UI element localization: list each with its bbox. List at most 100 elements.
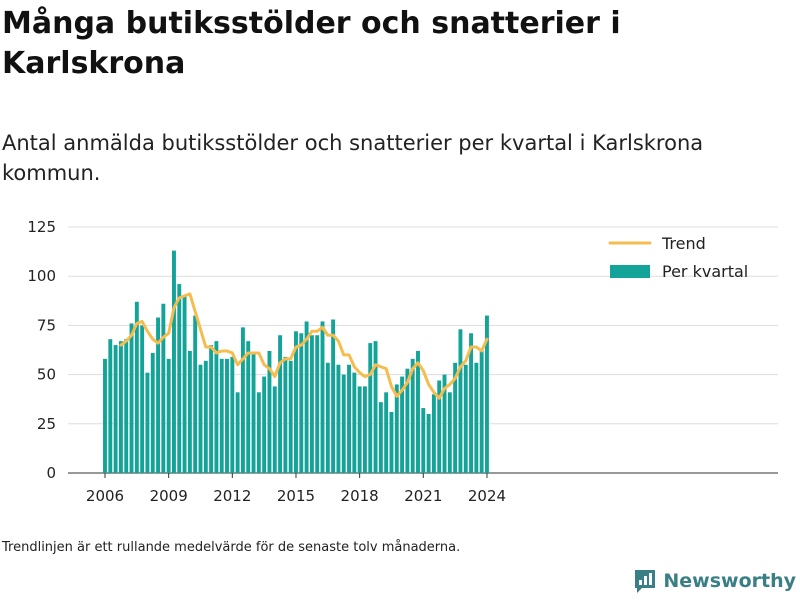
x-tick-label: 2021 xyxy=(404,487,442,505)
bar xyxy=(124,339,129,473)
bar xyxy=(304,321,309,473)
bar xyxy=(357,386,362,473)
brand-name: Newsworthy xyxy=(663,570,796,592)
bar xyxy=(315,335,320,473)
bar xyxy=(325,362,330,473)
bar xyxy=(262,376,267,473)
bar xyxy=(352,372,357,473)
trend-line xyxy=(119,292,489,400)
bar xyxy=(431,394,436,473)
bar xyxy=(336,364,341,473)
bar xyxy=(129,323,134,473)
bar xyxy=(256,392,261,473)
bar xyxy=(278,335,283,473)
bar xyxy=(447,392,452,473)
bar xyxy=(453,362,458,473)
bar xyxy=(161,303,166,473)
bar xyxy=(118,341,123,473)
bar xyxy=(156,317,160,473)
bar xyxy=(272,386,277,473)
bar xyxy=(182,295,187,473)
bar xyxy=(437,380,442,473)
bar xyxy=(240,327,245,473)
bar xyxy=(251,352,256,473)
y-axis: 0 25 50 75 100 125 xyxy=(27,218,56,482)
chart-title: Många butiksstölder och snatterier i Kar… xyxy=(2,6,621,81)
bar xyxy=(463,364,468,473)
bar xyxy=(214,341,219,473)
bar xyxy=(347,364,351,473)
legend-bar-label: Per kvartal xyxy=(662,262,748,281)
bar xyxy=(389,411,394,473)
x-tick-label: 2024 xyxy=(468,487,506,505)
bar xyxy=(203,360,208,473)
x-tick-label: 2015 xyxy=(277,487,315,505)
bar xyxy=(405,368,410,473)
legend: Trend Per kvartal xyxy=(608,234,748,281)
bar xyxy=(172,250,176,473)
bar xyxy=(288,360,293,473)
bar xyxy=(341,374,346,473)
bar xyxy=(198,364,203,473)
bar xyxy=(103,358,107,473)
bar xyxy=(134,301,139,473)
bar xyxy=(283,356,288,473)
bar xyxy=(331,319,336,473)
bar xyxy=(187,350,192,473)
bar xyxy=(368,343,373,473)
bar xyxy=(108,339,113,473)
bar xyxy=(469,333,473,473)
bar xyxy=(378,402,383,473)
bar xyxy=(267,350,272,473)
bar xyxy=(113,345,118,473)
bar xyxy=(394,384,399,473)
legend-bar-swatch xyxy=(610,265,650,278)
y-tick-label: 100 xyxy=(27,267,56,285)
bar xyxy=(474,362,479,473)
bar xyxy=(145,372,150,473)
x-axis: 2006 2009 2012 2015 2018 2021 2024 xyxy=(86,473,506,505)
bar xyxy=(485,315,489,473)
bar xyxy=(193,315,198,473)
footnote: Trendlinjen är ett rullande medelvärde f… xyxy=(2,540,461,555)
bar xyxy=(177,284,182,473)
y-tick-label: 50 xyxy=(37,366,56,384)
bar xyxy=(416,350,420,473)
bar xyxy=(140,325,145,473)
newsworthy-logo-icon xyxy=(635,570,656,593)
y-tick-label: 125 xyxy=(27,218,56,236)
bar xyxy=(384,392,389,473)
chart-subtitle: Antal anmälda butiksstölder och snatteri… xyxy=(2,131,704,185)
bar xyxy=(410,358,415,473)
bar xyxy=(442,374,447,473)
legend-trend-label: Trend xyxy=(661,234,706,253)
bar xyxy=(225,358,229,473)
bar xyxy=(299,333,304,473)
x-tick-label: 2018 xyxy=(341,487,379,505)
bar xyxy=(320,321,325,473)
trend-line-group xyxy=(119,292,489,400)
bar xyxy=(400,376,405,473)
bar xyxy=(150,352,155,473)
bar xyxy=(219,358,224,473)
bar xyxy=(166,358,171,473)
x-tick-label: 2009 xyxy=(150,487,188,505)
bar xyxy=(458,329,463,473)
bar xyxy=(426,413,431,473)
x-tick-label: 2006 xyxy=(86,487,124,505)
bar xyxy=(294,331,298,473)
bar xyxy=(246,341,251,473)
bar xyxy=(230,356,235,473)
bar xyxy=(362,386,367,473)
y-tick-label: 0 xyxy=(46,464,56,482)
bars xyxy=(103,250,489,473)
y-tick-label: 25 xyxy=(37,415,56,433)
bar xyxy=(479,350,484,473)
bar xyxy=(373,341,378,473)
brand-logo: Newsworthy xyxy=(633,568,796,594)
x-tick-label: 2012 xyxy=(213,487,251,505)
bar xyxy=(421,408,426,473)
bar xyxy=(309,335,314,473)
y-tick-label: 75 xyxy=(37,316,56,334)
